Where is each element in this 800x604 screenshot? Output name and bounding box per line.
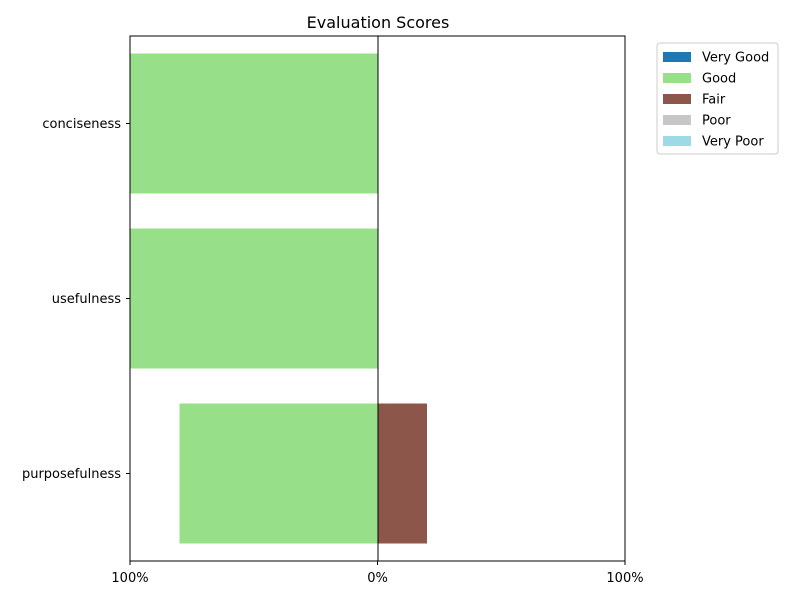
legend-swatch-poor <box>663 115 691 125</box>
y-tick-label: usefulness <box>52 292 121 307</box>
x-tick-label: 100% <box>606 571 643 586</box>
bars-layer <box>130 53 427 544</box>
legend-box <box>656 42 779 155</box>
legend-label-fair: Fair <box>702 93 726 108</box>
chart-title: Evaluation Scores <box>307 13 450 32</box>
legend-label-very-good: Very Good <box>702 51 769 66</box>
legend-label-good: Good <box>702 72 736 87</box>
x-tick-label: 100% <box>111 571 148 586</box>
x-axis: 100% 0% 100% <box>111 561 644 586</box>
y-tick-label: purposefulness <box>22 467 121 482</box>
legend-label-very-poor: Very Poor <box>702 135 764 150</box>
y-axis: conciseness usefulness purposefulness <box>22 117 130 482</box>
legend-swatch-very-poor <box>663 136 691 146</box>
legend[interactable]: Very Good Good Fair Poor Very Poor <box>656 42 779 155</box>
legend-swatch-very-good <box>663 52 691 62</box>
bar-usefulness-good <box>130 228 378 369</box>
bar-purposefulness-good <box>179 403 378 544</box>
legend-swatch-good <box>663 73 691 83</box>
legend-swatch-fair <box>663 94 691 104</box>
bar-purposefulness-fair <box>377 403 427 544</box>
bar-conciseness-good <box>130 53 378 194</box>
x-tick-label: 0% <box>367 571 388 586</box>
legend-label-poor: Poor <box>702 114 731 129</box>
y-tick-label: conciseness <box>42 117 121 132</box>
